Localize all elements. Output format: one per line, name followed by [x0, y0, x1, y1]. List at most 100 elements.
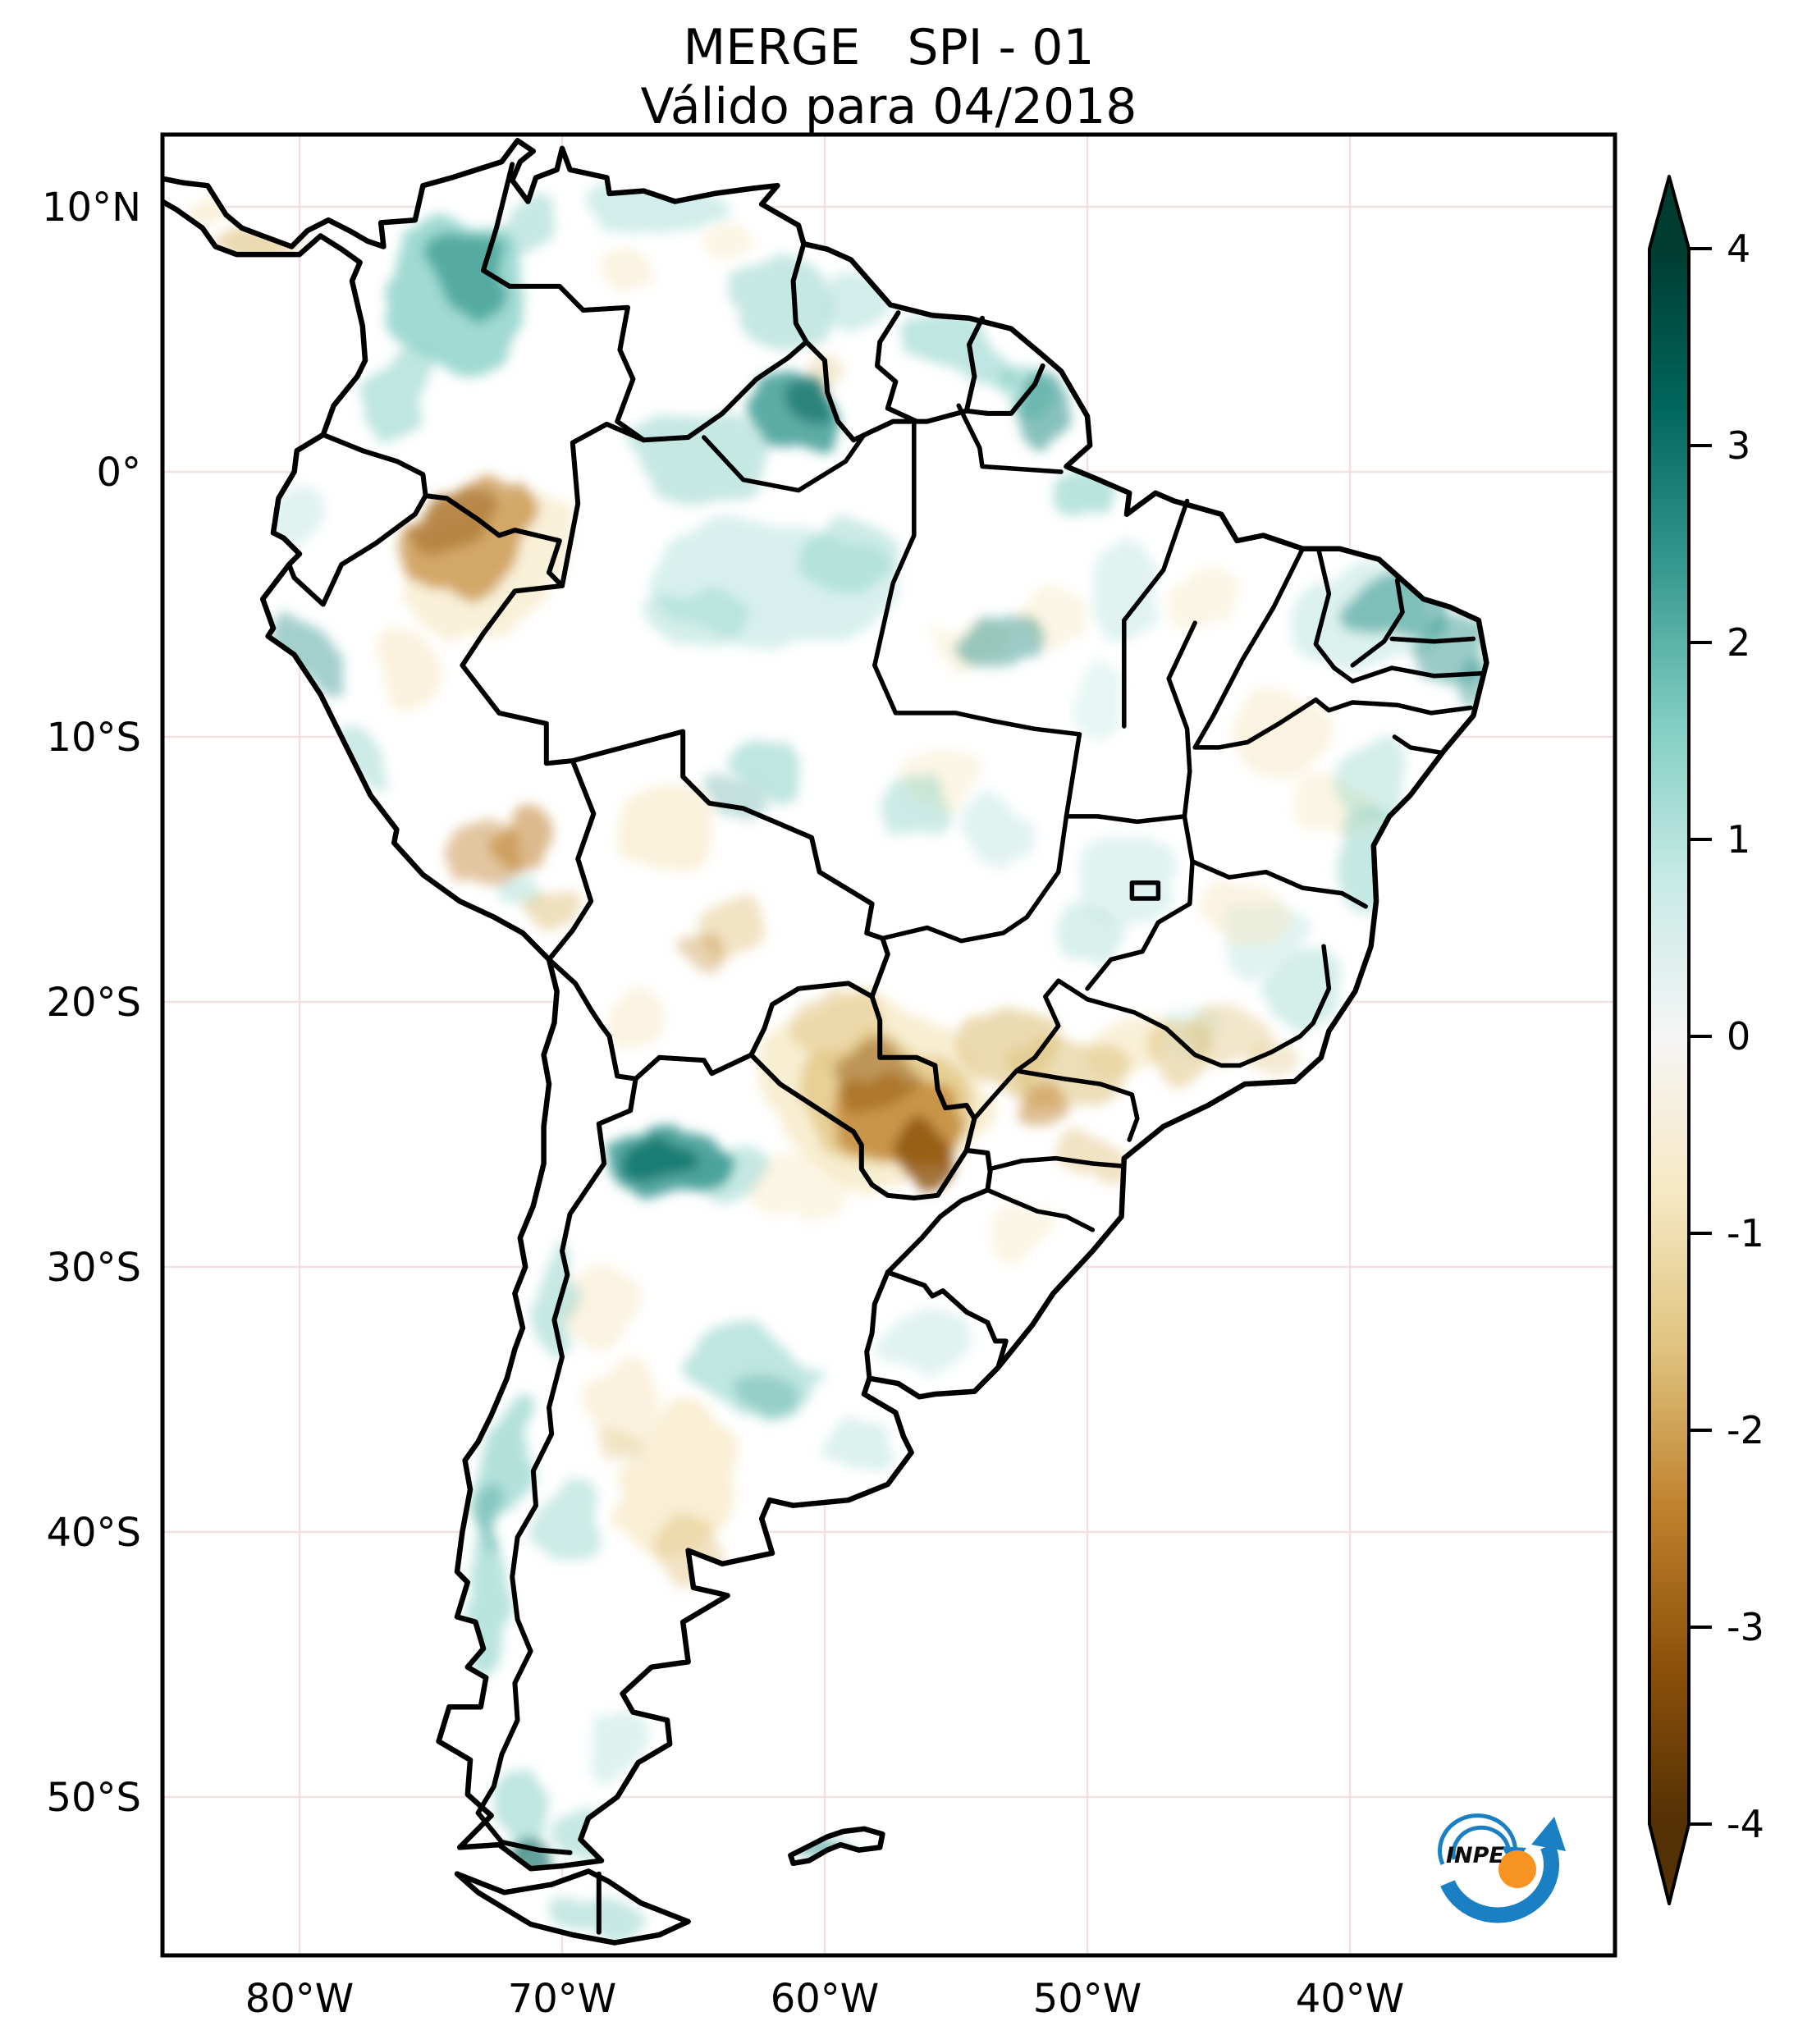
colorbar-tick-label: -3 — [1727, 1605, 1764, 1649]
state-border — [1122, 498, 1190, 729]
y-tick-label: 30°S — [46, 1245, 141, 1291]
state-border — [1392, 734, 1444, 756]
spi-field-blob — [282, 620, 348, 700]
state-border — [1389, 636, 1476, 644]
spi-field-blob — [496, 199, 555, 258]
figure-title: MERGE SPI - 01 — [683, 19, 1094, 76]
state-border — [1313, 697, 1473, 716]
inpe-logo-inner-arc-icon — [1451, 1825, 1511, 1860]
spi-field-blob — [751, 1155, 841, 1225]
country-border — [963, 363, 1045, 416]
spi-field-blob — [1064, 912, 1132, 965]
spi-field-blob — [737, 734, 812, 798]
spi-field-blob — [1186, 999, 1273, 1063]
spi-field-blob — [953, 803, 1032, 862]
country-border — [748, 981, 875, 1058]
colorbar-tick-label: 3 — [1727, 423, 1750, 468]
spi-field-blob — [523, 884, 580, 929]
country-border — [481, 162, 647, 443]
spi-field-blob — [442, 819, 524, 893]
inpe-logo-text: INPE — [1446, 1843, 1504, 1868]
spi-field-blob — [882, 1311, 972, 1387]
spi-field-blob — [782, 382, 835, 430]
spi-field-blob — [654, 588, 743, 652]
spi-field-blob — [591, 251, 660, 290]
state-border — [987, 1155, 1127, 1172]
state-border — [1064, 814, 1187, 825]
country-border — [851, 408, 969, 443]
state-border — [972, 978, 1061, 1121]
spi-field-blob — [485, 1484, 513, 1559]
country-border — [885, 1147, 993, 1275]
y-tick-label: 10°S — [46, 715, 141, 761]
spi-field-blob — [982, 1205, 1056, 1254]
spi-field-blob — [1169, 565, 1238, 624]
country-border — [748, 1052, 969, 1200]
spi-field-blob — [790, 996, 881, 1066]
spi-field-blob — [1206, 880, 1279, 944]
country-border — [963, 315, 985, 414]
y-tick-label: 50°S — [46, 1775, 141, 1821]
state-border — [1192, 546, 1306, 750]
state-border — [956, 403, 1064, 474]
state-border — [872, 663, 1082, 737]
country-border — [423, 493, 565, 588]
spi-field-blob — [420, 494, 489, 551]
spi-field-blob — [432, 222, 508, 308]
spi-field-blob — [913, 311, 1021, 384]
state-border — [1085, 859, 1195, 991]
y-tick-label: 20°S — [46, 980, 141, 1026]
y-tick-label: 0° — [96, 450, 141, 496]
spi-field-blob — [880, 779, 949, 833]
x-tick-label: 50°W — [1033, 1976, 1142, 2022]
colorbar-tick-label: 0 — [1727, 1014, 1750, 1059]
spi-field-blob — [368, 343, 431, 442]
x-tick-label: 40°W — [1296, 1976, 1405, 2022]
spi-field-blob — [1068, 662, 1128, 737]
inpe-logo-swoosh-icon — [1440, 1843, 1560, 1923]
spi-field-blob — [821, 1418, 901, 1466]
spi-field-blob — [1009, 371, 1067, 451]
spi-field-blob — [701, 225, 759, 263]
country-border — [320, 432, 428, 499]
spi-field-blob — [338, 719, 387, 787]
spi-field-blob — [883, 1127, 956, 1189]
inpe-logo-outer-arc-icon — [1438, 1813, 1517, 1866]
country-border — [547, 957, 638, 1081]
spi-field-blob — [672, 927, 720, 965]
colorbar-tick-label: -4 — [1727, 1802, 1764, 1846]
map-frame — [160, 132, 1617, 1958]
country-border — [885, 1269, 1009, 1370]
inpe-logo-swoosh-arrowhead-icon — [1531, 1817, 1566, 1851]
state-border — [1129, 880, 1161, 901]
state-border — [1056, 978, 1242, 1068]
state-border — [872, 422, 917, 668]
spi-field-blob — [615, 792, 715, 872]
figure-subtitle: Válido para 04/2018 — [641, 78, 1137, 135]
colorbar-gradient — [1648, 175, 1690, 1905]
state-border — [1332, 665, 1486, 684]
state-border — [702, 432, 867, 493]
state-border — [880, 732, 1082, 944]
spi-field-blob — [604, 983, 673, 1053]
y-tick-label: 10°N — [42, 185, 141, 231]
spi-field-blob — [570, 1264, 628, 1355]
state-border — [1192, 697, 1319, 750]
spi-field-blob — [1226, 688, 1338, 780]
x-tick-label: 80°W — [245, 1976, 355, 2022]
country-border — [460, 583, 575, 766]
state-border — [985, 1187, 1096, 1232]
spi-field-blob — [730, 257, 835, 348]
colorbar-tick-label: 2 — [1727, 620, 1750, 665]
state-border — [1237, 1034, 1302, 1068]
state-border — [1350, 578, 1405, 668]
spi-field-blob — [588, 1365, 662, 1439]
country-border — [560, 421, 647, 588]
map-area — [162, 135, 1615, 1955]
y-tick-label: 40°S — [46, 1510, 141, 1556]
state-border — [1013, 1068, 1140, 1142]
country-border — [475, 1076, 638, 1855]
country-border — [869, 994, 977, 1153]
state-border — [1297, 944, 1332, 1039]
